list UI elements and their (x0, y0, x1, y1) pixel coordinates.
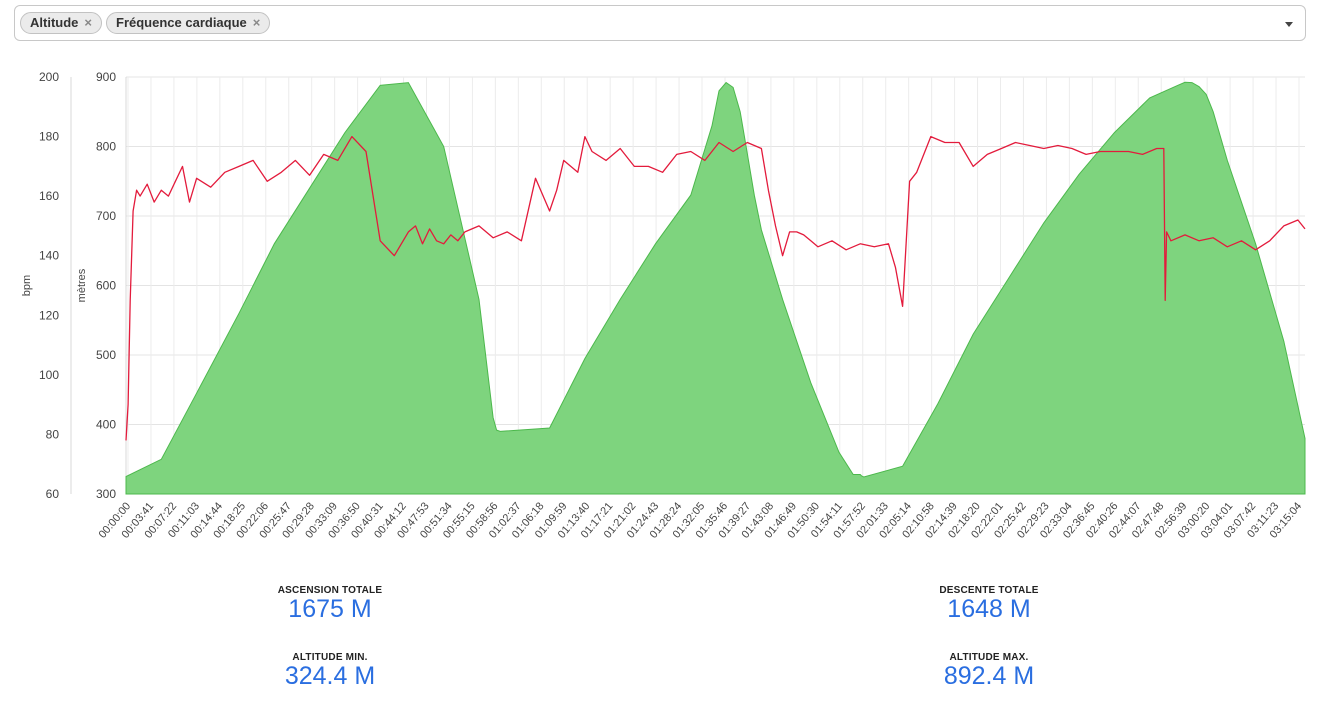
right-tick-label: 800 (96, 140, 116, 154)
stat-ascent: ASCENSION TOTALE 1675 M (170, 585, 490, 622)
left-axis-title: bpm (21, 275, 33, 296)
left-tick-label: 200 (39, 70, 59, 84)
right-tick-label: 600 (96, 279, 116, 293)
metric-select[interactable]: Altitude × Fréquence cardiaque × (14, 5, 1306, 41)
left-tick-label: 60 (46, 487, 60, 501)
tag-heart-rate: Fréquence cardiaque × (106, 12, 271, 34)
left-tick-label: 180 (39, 130, 59, 144)
left-tick-label: 100 (39, 368, 59, 382)
stat-value: 324.4 M (284, 662, 376, 690)
left-tick-label: 160 (39, 189, 59, 203)
stat-label: ASCENSION TOTALE (277, 585, 383, 596)
stat-value: 1648 M (947, 595, 1031, 623)
right-tick-label: 300 (96, 487, 116, 501)
stat-label: DESCENTE TOTALE (939, 585, 1039, 596)
left-tick-label: 140 (39, 249, 59, 263)
stat-alt-max: ALTITUDE MAX. 892.4 M (829, 652, 1149, 689)
right-tick-label: 700 (96, 209, 116, 223)
stat-label: ALTITUDE MIN. (292, 652, 368, 663)
left-tick-label: 80 (46, 427, 60, 441)
stat-label: ALTITUDE MAX. (949, 652, 1029, 663)
tag-altitude: Altitude × (20, 12, 102, 34)
stat-value: 1675 M (288, 595, 372, 623)
right-tick-label: 400 (96, 418, 116, 432)
left-tick-label: 120 (39, 308, 59, 322)
chevron-down-icon[interactable] (1285, 22, 1293, 27)
right-tick-label: 900 (96, 70, 116, 84)
right-tick-label: 500 (96, 348, 116, 362)
stat-descent: DESCENTE TOTALE 1648 M (829, 585, 1149, 622)
tag-label: Altitude (30, 15, 79, 30)
tag-label: Fréquence cardiaque (116, 15, 247, 30)
remove-icon[interactable]: × (252, 15, 261, 30)
remove-icon[interactable]: × (84, 15, 92, 30)
stat-alt-min: ALTITUDE MIN. 324.4 M (170, 652, 490, 689)
right-axis-title: mètres (76, 268, 88, 302)
altitude-area (125, 81, 1306, 495)
altitude-heart-rate-chart: 00:00:0000:03:4100:07:2200:11:0300:14:44… (21, 70, 1306, 541)
stat-value: 892.4 M (943, 662, 1035, 690)
heart-rate-line (125, 135, 1306, 441)
